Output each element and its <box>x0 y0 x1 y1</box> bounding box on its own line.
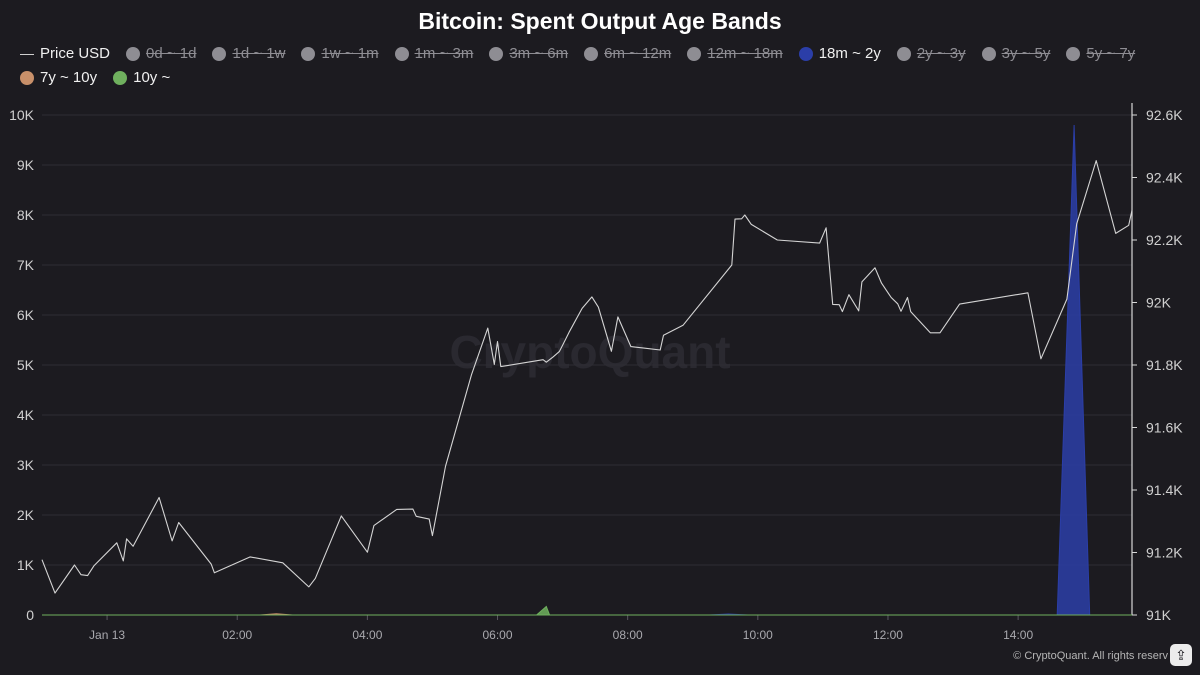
legend-dot-swatch <box>126 47 141 61</box>
legend-dot-swatch <box>489 47 504 61</box>
y-left-tick-label: 7K <box>17 257 35 273</box>
y-right-tick-label: 92.6K <box>1146 107 1183 123</box>
chart-title: Bitcoin: Spent Output Age Bands <box>418 8 782 34</box>
copyright-text: © CryptoQuant. All rights reserv <box>1013 650 1168 662</box>
x-tick-label: 10:00 <box>743 628 773 642</box>
legend-dot-swatch <box>394 47 409 61</box>
y-right-tick-label: 91K <box>1146 607 1172 623</box>
legend-item[interactable]: 1d ~ 1w <box>212 44 285 64</box>
legend-item[interactable]: 18m ~ 2y <box>798 44 881 64</box>
legend-line-swatch <box>20 53 34 55</box>
y-right-tick-label: 91.6K <box>1146 420 1183 436</box>
legend-item[interactable]: 1m ~ 3m <box>394 44 474 64</box>
y-left-tick-label: 3K <box>17 457 35 473</box>
x-tick-label: 14:00 <box>1003 628 1033 642</box>
legend-dot-swatch <box>20 71 34 85</box>
legend-label: 1d ~ 1w <box>232 45 286 62</box>
legend-label: 3m ~ 6m <box>509 45 569 62</box>
legend-item[interactable]: 10y ~ <box>113 68 170 88</box>
legend-item[interactable]: Price USD <box>20 44 110 64</box>
legend-item[interactable]: 2y ~ 3y <box>896 44 966 64</box>
x-tick-label: Jan 13 <box>89 628 125 642</box>
y-left-tick-label: 8K <box>17 207 35 223</box>
legend-dot-swatch <box>212 47 227 61</box>
legend: Price USD 0d ~ 1d 1d ~ 1w 1w ~ 1m 1m ~ 3m 3m … <box>20 44 1190 88</box>
y-left-tick-label: 10K <box>9 107 35 123</box>
y-left-tick-label: 2K <box>17 507 35 523</box>
legend-label: 7y ~ 10y <box>40 69 98 86</box>
legend-item[interactable]: 5y ~ 7y <box>1066 44 1135 64</box>
legend-item[interactable]: 3y ~ 5y <box>981 44 1051 64</box>
y-right-tick-label: 92K <box>1146 295 1172 311</box>
y-left-tick-label: 5K <box>17 357 35 373</box>
legend-dot-swatch <box>301 47 316 61</box>
x-tick-label: 04:00 <box>352 628 382 642</box>
legend-label: Price USD <box>40 45 111 62</box>
y-right-tick-label: 91.4K <box>1146 482 1183 498</box>
x-tick-label: 06:00 <box>483 628 513 642</box>
legend-dot-swatch <box>113 71 128 85</box>
legend-dot-swatch <box>687 47 702 61</box>
y-left-tick-label: 0 <box>26 607 34 623</box>
y-right-tick-label: 91.8K <box>1146 357 1183 373</box>
legend-dot-swatch <box>896 47 911 61</box>
legend-label: 1m ~ 3m <box>414 45 474 62</box>
legend-item[interactable]: 0d ~ 1d <box>126 44 196 64</box>
legend-label: 0d ~ 1d <box>146 45 197 62</box>
y-left-tick-label: 4K <box>17 407 35 423</box>
y-right-tick-label: 92.4K <box>1146 170 1183 186</box>
legend-dot-swatch <box>981 47 996 61</box>
legend-label: 5y ~ 7y <box>1086 45 1136 62</box>
y-left-tick-label: 9K <box>17 157 35 173</box>
y-right-tick-label: 92.2K <box>1146 232 1183 248</box>
y-left-tick-label: 6K <box>17 307 35 323</box>
legend-dot-swatch <box>1066 47 1081 61</box>
x-tick-label: 12:00 <box>873 628 903 642</box>
y-right-tick-label: 91.2K <box>1146 545 1183 561</box>
x-tick-label: 08:00 <box>613 628 643 642</box>
legend-label: 3y ~ 5y <box>1001 45 1051 62</box>
legend-label: 6m ~ 12m <box>604 45 672 62</box>
share-icon[interactable]: ⇪ <box>1170 644 1192 666</box>
y-left-tick-label: 1K <box>17 557 35 573</box>
legend-dot-swatch <box>798 47 813 61</box>
area-series-10y- <box>42 605 1132 616</box>
legend-label: 18m ~ 2y <box>818 45 881 62</box>
legend-dot-swatch <box>584 47 599 61</box>
legend-item[interactable]: 12m ~ 18m <box>687 44 783 64</box>
legend-label: 10y ~ <box>133 69 171 86</box>
legend-label: 2y ~ 3y <box>916 45 966 62</box>
price-usd-line <box>41 160 1133 594</box>
legend-item[interactable]: 3m ~ 6m <box>489 44 568 64</box>
legend-item[interactable]: 7y ~ 10y <box>20 68 97 88</box>
legend-label: 12m ~ 18m <box>707 45 783 62</box>
legend-label: 1w ~ 1m <box>321 45 379 62</box>
legend-item[interactable]: 6m ~ 12m <box>584 44 671 64</box>
x-tick-label: 02:00 <box>222 628 252 642</box>
legend-item[interactable]: 1w ~ 1m <box>301 44 379 64</box>
